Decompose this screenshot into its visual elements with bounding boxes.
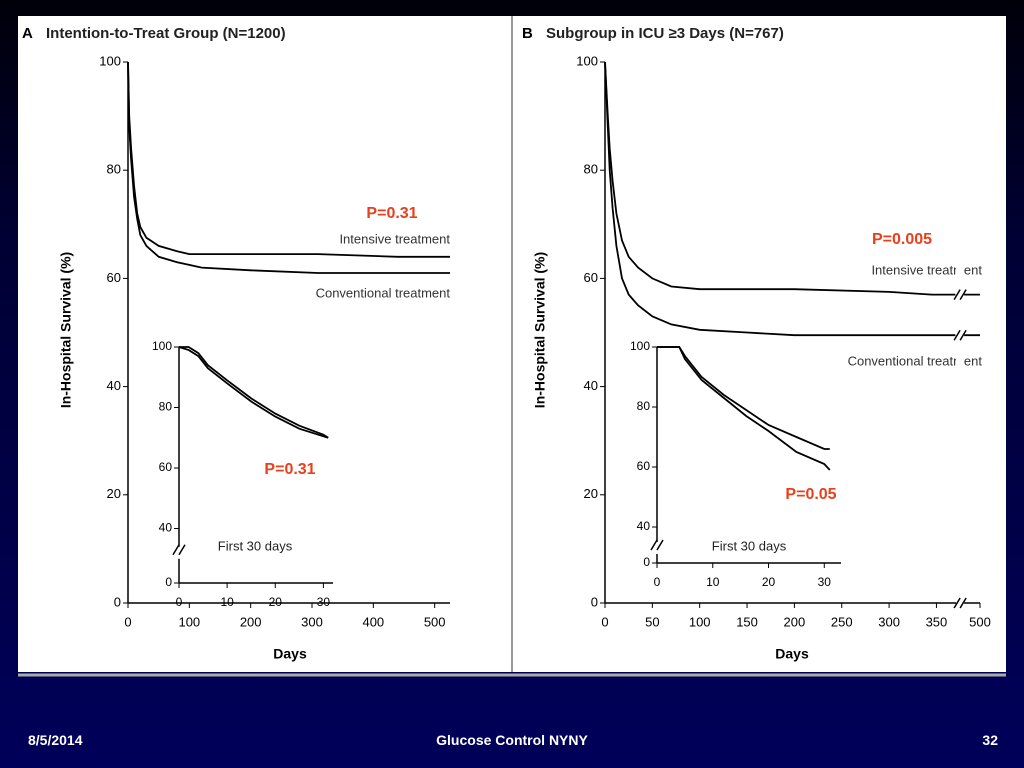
x-tick-label: 500 <box>424 614 446 629</box>
survival-line <box>657 346 831 471</box>
y-tick-label: 100 <box>576 53 598 68</box>
x-tick-label: 10 <box>706 575 720 589</box>
y-tick-label: 100 <box>152 339 172 353</box>
y-axis-label: In-Hospital Survival (%) <box>532 252 548 408</box>
x-tick-label: 0 <box>654 575 661 589</box>
y-tick-label: 80 <box>584 162 598 177</box>
survival-line <box>604 61 980 337</box>
x-tick-label: 0 <box>601 614 608 629</box>
series-label: Intensive treatment <box>871 262 982 277</box>
y-tick-label: 0 <box>114 594 121 609</box>
y-tick-label: 0 <box>591 594 598 609</box>
x-tick-label: 300 <box>301 614 323 629</box>
x-tick-label: 200 <box>784 614 806 629</box>
x-tick-label: 350 <box>926 614 948 629</box>
p-value: P=0.31 <box>366 205 417 222</box>
y-tick-label: 40 <box>637 519 651 533</box>
y-tick-label: 100 <box>99 53 121 68</box>
footer-date: 8/5/2014 <box>28 732 83 748</box>
x-tick-label: 500 <box>969 614 991 629</box>
line-break-mark <box>953 329 961 341</box>
series-label: Conventional treatment <box>316 285 451 300</box>
survival-line <box>127 61 450 274</box>
x-tick-label: 100 <box>689 614 711 629</box>
p-value: P=0.005 <box>872 231 932 248</box>
x-tick-label: 30 <box>317 595 331 609</box>
axis-break-mark <box>650 539 658 551</box>
axis-break <box>654 542 660 554</box>
x-tick-label: 20 <box>762 575 776 589</box>
survival-line <box>604 61 980 296</box>
x-tick-label: 100 <box>178 614 200 629</box>
survival-line <box>178 346 329 439</box>
y-tick-label: 40 <box>107 378 121 393</box>
y-tick-label: 60 <box>584 270 598 285</box>
axis-break-mark <box>172 544 180 556</box>
x-tick-label: 50 <box>645 614 659 629</box>
y-tick-label: 60 <box>159 460 173 474</box>
y-tick-label: 100 <box>630 339 650 353</box>
x-tick-label: 200 <box>240 614 262 629</box>
axis-break-mark <box>178 544 186 556</box>
x-tick-label: 150 <box>736 614 758 629</box>
y-tick-label: 40 <box>584 378 598 393</box>
y-tick-label: 60 <box>107 270 121 285</box>
x-tick-label: 20 <box>269 595 283 609</box>
series-label: Conventional treatment <box>848 353 983 368</box>
x-tick-label: 400 <box>362 614 384 629</box>
chart-title: First 30 days <box>712 538 787 553</box>
axis-break-mark <box>959 597 967 609</box>
line-break-mark <box>959 289 967 301</box>
line-break-mark <box>953 289 961 301</box>
y-tick-label: 80 <box>637 399 651 413</box>
y-tick-label: 20 <box>584 486 598 501</box>
footer-page: 32 <box>982 732 998 748</box>
axis-break-mark <box>953 597 961 609</box>
y-tick-label: 0 <box>165 575 172 589</box>
x-axis-label: Days <box>273 646 307 662</box>
x-tick-label: 30 <box>818 575 832 589</box>
survival-line <box>179 346 329 439</box>
x-tick-label: 250 <box>831 614 853 629</box>
panel-letter: A <box>22 25 33 42</box>
series-label: Intensive treatment <box>339 231 450 246</box>
x-tick-label: 0 <box>176 595 183 609</box>
y-axis-label: In-Hospital Survival (%) <box>58 252 74 408</box>
x-axis-label: Days <box>775 646 809 662</box>
y-tick-label: 20 <box>107 486 121 501</box>
footer-title: Glucose Control NYNY <box>436 732 588 748</box>
chart-title: First 30 days <box>218 538 293 553</box>
y-tick-label: 40 <box>159 521 173 535</box>
y-tick-label: 60 <box>637 459 651 473</box>
line-break-mark <box>959 329 967 341</box>
axis-break <box>956 62 965 606</box>
y-tick-label: 0 <box>643 555 650 569</box>
axis-break <box>176 546 182 559</box>
p-value: P=0.31 <box>264 461 315 478</box>
x-tick-label: 10 <box>220 595 234 609</box>
p-value: P=0.05 <box>785 486 836 503</box>
axis-break-mark <box>656 539 664 551</box>
x-tick-label: 300 <box>878 614 900 629</box>
y-tick-label: 80 <box>159 400 173 414</box>
chart-title: Subgroup in ICU ≥3 Days (N=767) <box>546 25 784 42</box>
y-tick-label: 80 <box>107 162 121 177</box>
x-tick-label: 0 <box>124 614 131 629</box>
chart-title: Intention-to-Treat Group (N=1200) <box>46 25 286 42</box>
panel-letter: B <box>522 25 533 42</box>
